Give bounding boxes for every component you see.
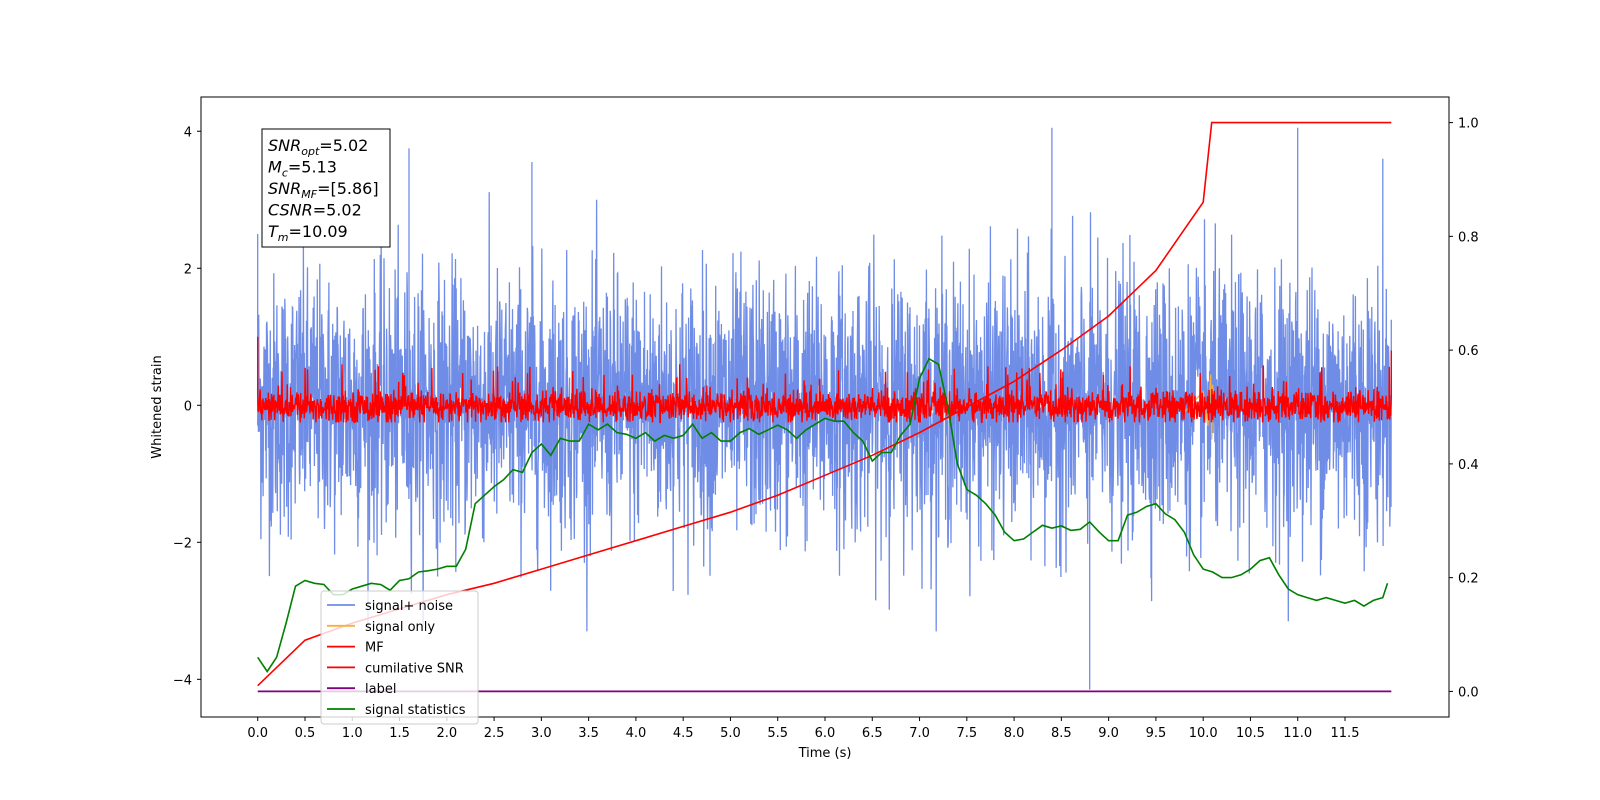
x-tick-label: 0.0 bbox=[247, 726, 268, 741]
series-signal-noise-line bbox=[257, 127, 1392, 690]
x-axis-label: Time (s) bbox=[798, 746, 852, 761]
x-tick-label: 5.5 bbox=[767, 726, 788, 741]
x-tick-label: 1.0 bbox=[342, 726, 363, 741]
x-tick-label: 4.0 bbox=[626, 726, 647, 741]
y2-tick-label: 0.6 bbox=[1458, 344, 1479, 359]
x-tick-label: 5.0 bbox=[720, 726, 741, 741]
y-tick-label: −2 bbox=[173, 536, 192, 551]
y2-tick-label: 0.2 bbox=[1458, 572, 1479, 587]
y2-tick-label: 0.0 bbox=[1458, 685, 1479, 700]
x-tick-label: 0.5 bbox=[295, 726, 316, 741]
annotation-line: SNRopt=5.02 bbox=[268, 136, 368, 158]
y-axis-label: Whitened strain bbox=[150, 355, 165, 458]
y2-tick-label: 0.8 bbox=[1458, 230, 1479, 245]
x-tick-label: 6.0 bbox=[815, 726, 836, 741]
legend-frame bbox=[320, 590, 479, 725]
annotation-line: SNRMF=[5.86] bbox=[268, 179, 379, 201]
x-tick-label: 8.0 bbox=[1004, 726, 1025, 741]
annotation-line: Tm=10.09 bbox=[268, 222, 348, 244]
x-tick-label: 10.0 bbox=[1189, 726, 1218, 741]
legend-label: signal+ noise bbox=[365, 599, 453, 614]
legend-label: signal only bbox=[365, 620, 435, 635]
series-layer bbox=[257, 121, 1392, 693]
y-tick-label: 4 bbox=[184, 125, 192, 140]
series-mf-line bbox=[257, 336, 1392, 424]
x-tick-label: 11.0 bbox=[1283, 726, 1312, 741]
x-tick-label: 2.0 bbox=[436, 726, 457, 741]
y-tick-label: 2 bbox=[184, 262, 192, 277]
x-tick-label: 8.5 bbox=[1051, 726, 1072, 741]
x-tick-label: 3.0 bbox=[531, 726, 552, 741]
annotation-line: Mc=5.13 bbox=[268, 158, 337, 180]
x-tick-label: 11.5 bbox=[1331, 726, 1360, 741]
legend-label: MF bbox=[365, 641, 384, 656]
x-tick-label: 3.5 bbox=[578, 726, 599, 741]
annotation-frame bbox=[261, 128, 391, 248]
y-tick-label: −4 bbox=[173, 673, 192, 688]
x-tick-label: 7.0 bbox=[909, 726, 930, 741]
legend-label: signal statistics bbox=[365, 703, 466, 718]
x-tick-label: 10.5 bbox=[1236, 726, 1265, 741]
x-tick-label: 1.5 bbox=[389, 726, 410, 741]
legend-label: label bbox=[365, 682, 396, 697]
x-tick-label: 4.5 bbox=[673, 726, 694, 741]
legend: signal+ noise signal only MF cumilative SNR… bbox=[320, 590, 479, 725]
x-tick-label: 9.0 bbox=[1098, 726, 1119, 741]
x-tick-label: 2.5 bbox=[484, 726, 505, 741]
x-tick-label: 9.5 bbox=[1146, 726, 1167, 741]
annotation-line: CSNR=5.02 bbox=[268, 201, 362, 220]
y2-tick-label: 1.0 bbox=[1458, 117, 1479, 132]
x-tick-label: 7.5 bbox=[956, 726, 977, 741]
axes-layer: 0.0 0.5 1.0 1.5 2.0 2.5 3.0 3.5 4.0 4.5 5.0 5.5 6.0 6… bbox=[173, 117, 1479, 741]
y2-tick-label: 0.4 bbox=[1458, 458, 1479, 473]
series-signal-statistics-line bbox=[257, 357, 1389, 673]
x-tick-label: 6.5 bbox=[862, 726, 883, 741]
y-tick-label: 0 bbox=[184, 399, 192, 414]
legend-label: cumilative SNR bbox=[365, 661, 464, 676]
